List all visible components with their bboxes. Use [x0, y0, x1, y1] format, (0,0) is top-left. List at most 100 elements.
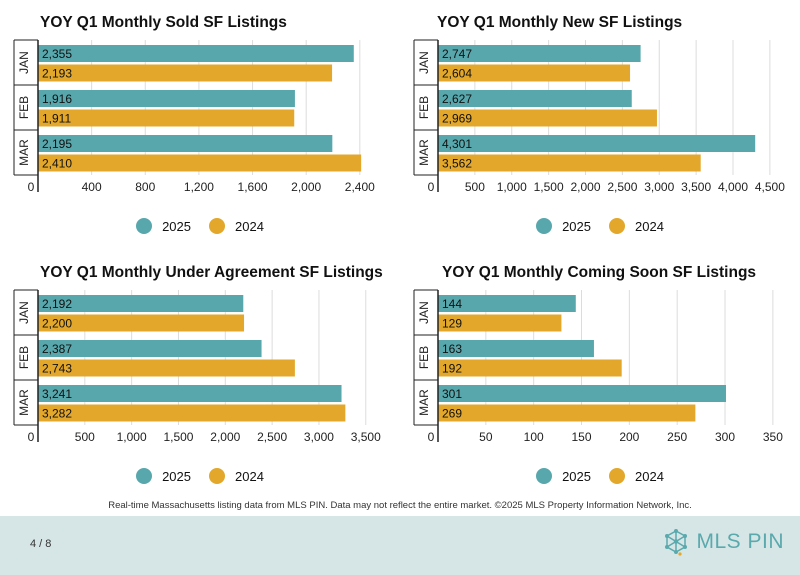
x-tick-label: 800	[135, 180, 155, 194]
legend-label: 2024	[235, 468, 264, 484]
x-tick-label: 2,000	[570, 180, 600, 194]
x-tick-label: 2,000	[210, 430, 240, 444]
bar-feb-2025	[38, 340, 262, 357]
data-label: 2,627	[442, 92, 472, 106]
data-label: 2,200	[42, 317, 72, 331]
x-tick-label: 1,500	[163, 430, 193, 444]
legend-item-2024: 2024	[209, 218, 264, 234]
legend-item-2024: 2024	[609, 218, 664, 234]
bar-feb-2025	[438, 90, 632, 107]
chart-title: YOY Q1 Monthly Under Agreement SF Listin…	[40, 264, 383, 281]
x-tick-label: 1,000	[117, 430, 147, 444]
footer: 4 / 8 MLS PIN	[0, 516, 800, 575]
x-tick-label: 100	[524, 430, 544, 444]
legend-item-2025: 2025	[136, 468, 191, 484]
x-tick-label: 3,500	[681, 180, 711, 194]
legend-swatch-2025	[536, 468, 553, 484]
legend-item-2024: 2024	[209, 468, 264, 484]
bar-feb-2024	[38, 109, 295, 127]
legend: 2025 2024	[0, 468, 400, 484]
legend-swatch-2025	[136, 218, 153, 234]
x-tick-label: 0	[428, 180, 435, 194]
legend-label: 2024	[635, 468, 664, 484]
category-label: FEB	[17, 96, 31, 119]
x-tick-label: 2,500	[257, 430, 287, 444]
bar-jan-2025	[38, 45, 354, 62]
data-label: 2,387	[42, 342, 72, 356]
x-tick-label: 0	[28, 430, 35, 444]
data-label: 192	[442, 362, 462, 376]
legend-label: 2025	[162, 468, 191, 484]
chart-plot: 144 129 JAN 163 192 FEB 301 269 MAR 0 50 100 150 200 2…	[413, 289, 783, 444]
network-logo-icon	[665, 529, 688, 556]
x-tick-label: 2,000	[291, 180, 321, 194]
x-tick-label: 0	[428, 430, 435, 444]
data-label: 2,747	[442, 47, 472, 61]
chart-title: YOY Q1 Monthly Sold SF Listings	[40, 14, 287, 31]
legend-label: 2024	[235, 218, 264, 234]
bar-jan-2025	[438, 295, 576, 312]
bar-mar-2025	[438, 385, 726, 402]
bar-jan-2024	[438, 314, 562, 332]
data-label: 3,282	[42, 407, 72, 421]
x-tick-label: 500	[465, 180, 485, 194]
x-tick-label: 1,200	[184, 180, 214, 194]
x-tick-label: 250	[667, 430, 687, 444]
legend-swatch-2024	[209, 218, 225, 234]
data-label: 4,301	[442, 137, 472, 151]
logo-text: MLS PIN	[696, 530, 784, 553]
legend-label: 2024	[635, 218, 664, 234]
legend-swatch-2024	[609, 468, 625, 484]
legend-swatch-2025	[136, 468, 153, 484]
x-tick-label: 500	[75, 430, 95, 444]
chart-sold: YOY Q1 Monthly Sold SF Listings 2,355 2,1…	[0, 0, 400, 250]
legend: 2025 2024	[400, 218, 800, 234]
bar-feb-2024	[38, 359, 295, 377]
bar-mar-2025	[38, 385, 342, 402]
category-label: FEB	[417, 96, 431, 119]
x-tick-label: 350	[763, 430, 783, 444]
data-label: 2,604	[442, 67, 472, 81]
data-label: 1,911	[42, 112, 71, 126]
page-number: 4 / 8	[30, 538, 52, 550]
bar-mar-2025	[438, 135, 756, 152]
data-label: 2,410	[42, 157, 72, 171]
bar-jan-2024	[38, 64, 333, 82]
legend: 2025 2024	[0, 218, 400, 234]
x-tick-label: 200	[619, 430, 639, 444]
category-label: JAN	[417, 301, 431, 324]
x-tick-label: 50	[479, 430, 493, 444]
chart-coming-soon: YOY Q1 Monthly Coming Soon SF Listings 1…	[400, 250, 800, 500]
chart-title: YOY Q1 Monthly Coming Soon SF Listings	[442, 264, 757, 281]
data-label: 144	[442, 297, 462, 311]
category-label: MAR	[417, 389, 431, 416]
data-label: 129	[442, 317, 462, 331]
bar-feb-2025	[438, 340, 594, 357]
x-tick-label: 150	[571, 430, 591, 444]
legend-label: 2025	[562, 468, 591, 484]
bar-mar-2025	[38, 135, 333, 152]
x-tick-label: 0	[28, 180, 35, 194]
x-tick-label: 2,500	[607, 180, 637, 194]
mls-pin-logo: MLS PIN	[662, 528, 784, 556]
bar-feb-2024	[438, 109, 657, 127]
x-tick-label: 1,600	[238, 180, 268, 194]
data-label: 301	[442, 387, 462, 401]
data-label: 2,969	[442, 112, 472, 126]
legend-swatch-2024	[609, 218, 625, 234]
data-label: 269	[442, 407, 462, 421]
x-tick-label: 1,500	[534, 180, 564, 194]
data-label: 3,241	[42, 387, 72, 401]
x-tick-label: 3,000	[304, 430, 334, 444]
bar-mar-2024	[438, 154, 701, 172]
bar-feb-2025	[38, 90, 295, 107]
bar-jan-2024	[438, 64, 631, 82]
category-label: FEB	[417, 346, 431, 369]
bar-jan-2025	[438, 45, 641, 62]
data-label: 2,192	[42, 297, 72, 311]
legend-label: 2025	[562, 218, 591, 234]
legend-item-2025: 2025	[136, 218, 191, 234]
bar-jan-2025	[38, 295, 244, 312]
data-label: 2,193	[42, 67, 72, 81]
legend-swatch-2024	[209, 468, 225, 484]
